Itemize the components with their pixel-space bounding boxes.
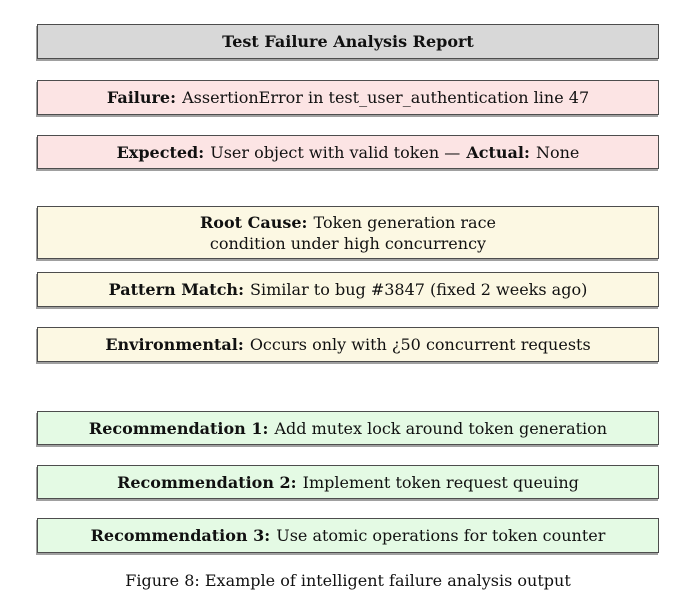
recommendation-3-text: Use atomic operations for token counter [276, 526, 606, 545]
failure-line: Failure: AssertionError in test_user_auth… [99, 87, 597, 108]
failure-label: Failure: [106, 88, 177, 107]
report-title-box: Test Failure Analysis Report [37, 24, 659, 59]
pattern-match-text: Similar to bug #3847 (fixed 2 weeks ago) [250, 280, 588, 299]
recommendation-1-label: Recommendation 1: [88, 418, 269, 438]
recommendation-1-line: Recommendation 1: Add mutex lock around t… [81, 418, 615, 439]
root-cause-box: Root Cause: Token generation race conditi… [37, 206, 659, 259]
expected-text: User object with valid token — [210, 142, 461, 162]
pattern-match-box: Pattern Match: Similar to bug #3847 (fixe… [37, 272, 659, 307]
failure-text: AssertionError in test_user_authenticati… [182, 88, 590, 107]
environmental-line: Environmental: Occurs only with ¿50 concu… [97, 334, 598, 355]
recommendation-1-box: Recommendation 1: Add mutex lock around t… [37, 411, 659, 445]
root-cause-line: Root Cause: Token generation race conditi… [192, 212, 504, 254]
root-cause-label: Root Cause: [200, 212, 308, 232]
figure-caption: Figure 8: Example of intelligent failure… [125, 571, 571, 590]
recommendation-2-line: Recommendation 2: Implement token request… [109, 472, 587, 493]
report-title: Test Failure Analysis Report [222, 32, 474, 51]
environmental-label: Environmental: [105, 335, 244, 354]
pattern-match-line: Pattern Match: Similar to bug #3847 (fixe… [101, 279, 596, 300]
recommendation-3-label: Recommendation 3: [90, 526, 271, 545]
environmental-text: Occurs only with ¿50 concurrent requests [249, 335, 591, 354]
pattern-match-label: Pattern Match: [108, 280, 244, 299]
actual-label: Actual: [466, 142, 530, 162]
recommendation-1-text: Add mutex lock around token generation [274, 418, 608, 438]
expected-actual-box: Expected: User object with valid token — A… [37, 135, 659, 169]
recommendation-2-box: Recommendation 2: Implement token request… [37, 465, 659, 499]
recommendation-3-line: Recommendation 3: Use atomic operations f… [83, 525, 614, 546]
recommendation-2-label: Recommendation 2: [117, 472, 297, 492]
expected-label: Expected: [116, 142, 205, 162]
failure-box: Failure: AssertionError in test_user_auth… [37, 80, 659, 115]
expected-actual-line: Expected: User object with valid token — A… [109, 142, 588, 163]
actual-text: None [535, 142, 580, 162]
recommendation-2-text: Implement token request queuing [302, 472, 579, 492]
root-cause-text: Token generation race condition under hi… [209, 212, 496, 253]
environmental-box: Environmental: Occurs only with ¿50 concu… [37, 327, 659, 362]
recommendation-3-box: Recommendation 3: Use atomic operations f… [37, 518, 659, 553]
